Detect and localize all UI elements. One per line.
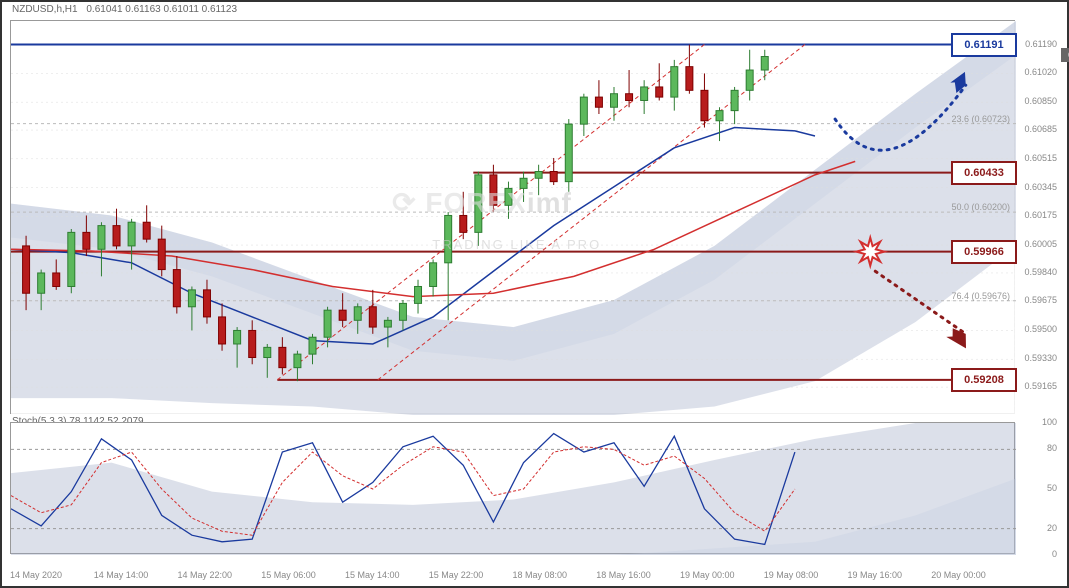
stoch-chart-svg — [11, 423, 1016, 555]
price-panel[interactable]: ⟳ FOREXimf TRADING LIKE A PRO 0.61191 0.6… — [10, 20, 1015, 414]
x-tick: 19 May 16:00 — [848, 570, 903, 580]
watermark-logo: ⟳ FOREXimf — [392, 186, 572, 219]
stoch-panel[interactable] — [10, 422, 1015, 554]
current-price-tag: 0.61123 — [1061, 48, 1069, 62]
ohlc-label: 0.61041 0.61163 0.61011 0.61123 — [86, 4, 237, 15]
x-tick: 18 May 08:00 — [513, 570, 568, 580]
stoch-y-axis: 0205080100 — [1013, 422, 1059, 554]
level-box: 0.59208 — [951, 368, 1017, 392]
chart-header: NZDUSD,h,H1 0.61041 0.61163 0.61011 0.61… — [12, 4, 237, 15]
y-tick: 0.60685 — [1024, 124, 1057, 134]
y-tick: 0.60345 — [1024, 182, 1057, 192]
watermark-tagline: TRADING LIKE A PRO — [432, 237, 601, 252]
x-tick: 14 May 22:00 — [178, 570, 233, 580]
y-tick: 0.60515 — [1024, 153, 1057, 163]
stoch-y-tick: 80 — [1047, 443, 1057, 453]
x-tick: 19 May 00:00 — [680, 570, 735, 580]
chart-container: NZDUSD,h,H1 0.61041 0.61163 0.61011 0.61… — [0, 0, 1069, 588]
x-tick: 20 May 00:00 — [931, 570, 986, 580]
y-tick: 0.59840 — [1024, 267, 1057, 277]
x-tick: 15 May 06:00 — [261, 570, 316, 580]
stoch-y-tick: 20 — [1047, 523, 1057, 533]
level-box: 0.59966 — [951, 240, 1017, 264]
y-tick: 0.59165 — [1024, 381, 1057, 391]
x-tick: 18 May 16:00 — [596, 570, 651, 580]
y-tick: 0.60005 — [1024, 239, 1057, 249]
y-tick: 0.59675 — [1024, 295, 1057, 305]
y-tick: 0.60850 — [1024, 96, 1057, 106]
stoch-y-tick: 50 — [1047, 483, 1057, 493]
fib-label: 76.4 (0.59676) — [951, 291, 1010, 301]
x-tick: 19 May 08:00 — [764, 570, 819, 580]
y-tick: 0.61190 — [1025, 39, 1057, 49]
y-tick: 0.59500 — [1024, 324, 1057, 334]
symbol-label: NZDUSD,h,H1 — [12, 4, 78, 15]
fib-label: 50.0 (0.60200) — [951, 202, 1010, 212]
fib-label: 23.6 (0.60723) — [951, 114, 1010, 124]
y-tick: 0.60175 — [1024, 210, 1057, 220]
y-tick: 0.59330 — [1024, 353, 1057, 363]
time-x-axis: 14 May 2020 14 May 14:00 14 May 22:00 15 Ma… — [10, 564, 1015, 582]
stoch-y-tick: 100 — [1042, 417, 1057, 427]
y-tick: 0.61020 — [1024, 67, 1057, 77]
level-box: 0.61191 — [951, 33, 1017, 57]
x-tick: 14 May 2020 — [10, 570, 62, 580]
stoch-y-tick: 0 — [1052, 549, 1057, 559]
price-y-axis: 0.611230.611900.610200.608500.606850.605… — [1013, 20, 1059, 414]
x-tick: 14 May 14:00 — [94, 570, 149, 580]
x-tick: 15 May 22:00 — [429, 570, 484, 580]
level-box: 0.60433 — [951, 161, 1017, 185]
x-tick: 15 May 14:00 — [345, 570, 400, 580]
